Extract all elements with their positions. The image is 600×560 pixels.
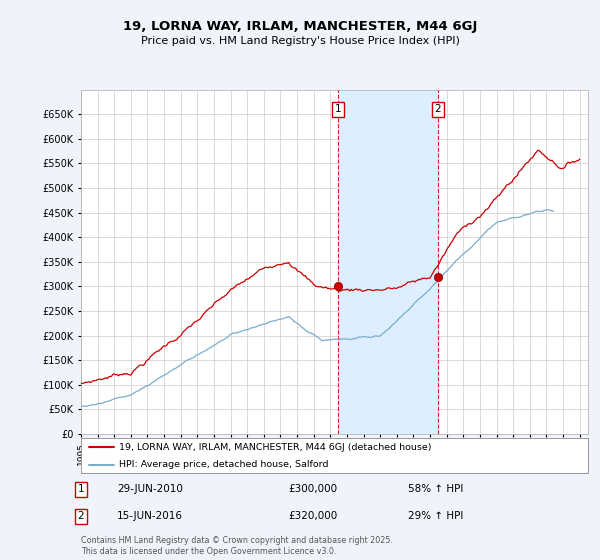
Text: Price paid vs. HM Land Registry's House Price Index (HPI): Price paid vs. HM Land Registry's House … <box>140 36 460 46</box>
Bar <box>338 90 438 434</box>
Text: 58% ↑ HPI: 58% ↑ HPI <box>408 484 463 494</box>
Text: £300,000: £300,000 <box>288 484 337 494</box>
Text: HPI: Average price, detached house, Salford: HPI: Average price, detached house, Salf… <box>119 460 329 469</box>
Text: 2: 2 <box>434 104 441 114</box>
Text: 15-JUN-2016: 15-JUN-2016 <box>117 511 183 521</box>
Text: 29% ↑ HPI: 29% ↑ HPI <box>408 511 463 521</box>
Text: 19, LORNA WAY, IRLAM, MANCHESTER, M44 6GJ (detached house): 19, LORNA WAY, IRLAM, MANCHESTER, M44 6G… <box>119 442 431 452</box>
Text: 1: 1 <box>77 484 85 494</box>
Text: 2: 2 <box>77 511 85 521</box>
Text: 29-JUN-2010: 29-JUN-2010 <box>117 484 183 494</box>
Text: 1: 1 <box>335 104 341 114</box>
Text: Contains HM Land Registry data © Crown copyright and database right 2025.
This d: Contains HM Land Registry data © Crown c… <box>81 536 393 556</box>
Text: 19, LORNA WAY, IRLAM, MANCHESTER, M44 6GJ: 19, LORNA WAY, IRLAM, MANCHESTER, M44 6G… <box>123 20 477 32</box>
Text: £320,000: £320,000 <box>288 511 337 521</box>
